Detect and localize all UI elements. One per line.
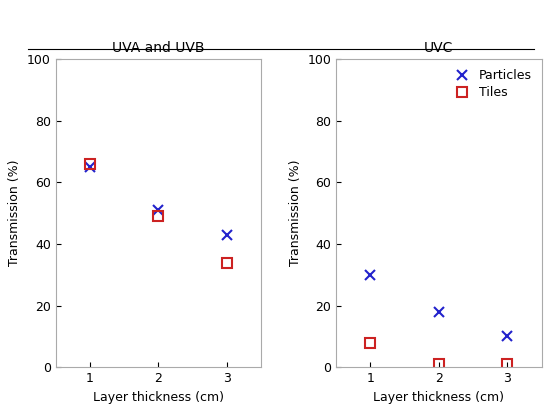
Legend: Particles, Tiles: Particles, Tiles: [446, 66, 535, 103]
Tiles: [367, 340, 374, 345]
Title: UVC: UVC: [424, 41, 454, 55]
X-axis label: Layer thickness (cm): Layer thickness (cm): [93, 391, 224, 404]
Line: Tiles: Tiles: [85, 159, 232, 267]
Particles: [223, 232, 230, 237]
Tiles: [436, 362, 442, 367]
Line: Tiles: Tiles: [366, 338, 512, 369]
Particles: [86, 164, 93, 169]
Particles: [367, 272, 374, 277]
X-axis label: Layer thickness (cm): Layer thickness (cm): [373, 391, 504, 404]
Y-axis label: Transmission (%): Transmission (%): [8, 160, 21, 267]
Particles: [155, 208, 162, 213]
Line: Particles: Particles: [85, 162, 232, 240]
Particles: [504, 334, 511, 339]
Title: UVA and UVB: UVA and UVB: [112, 41, 205, 55]
Tiles: [223, 260, 230, 265]
Y-axis label: Transmission (%): Transmission (%): [289, 160, 302, 267]
Tiles: [504, 362, 511, 367]
Tiles: [86, 162, 93, 166]
Line: Particles: Particles: [366, 270, 512, 341]
Particles: [436, 309, 442, 314]
Tiles: [155, 214, 162, 219]
